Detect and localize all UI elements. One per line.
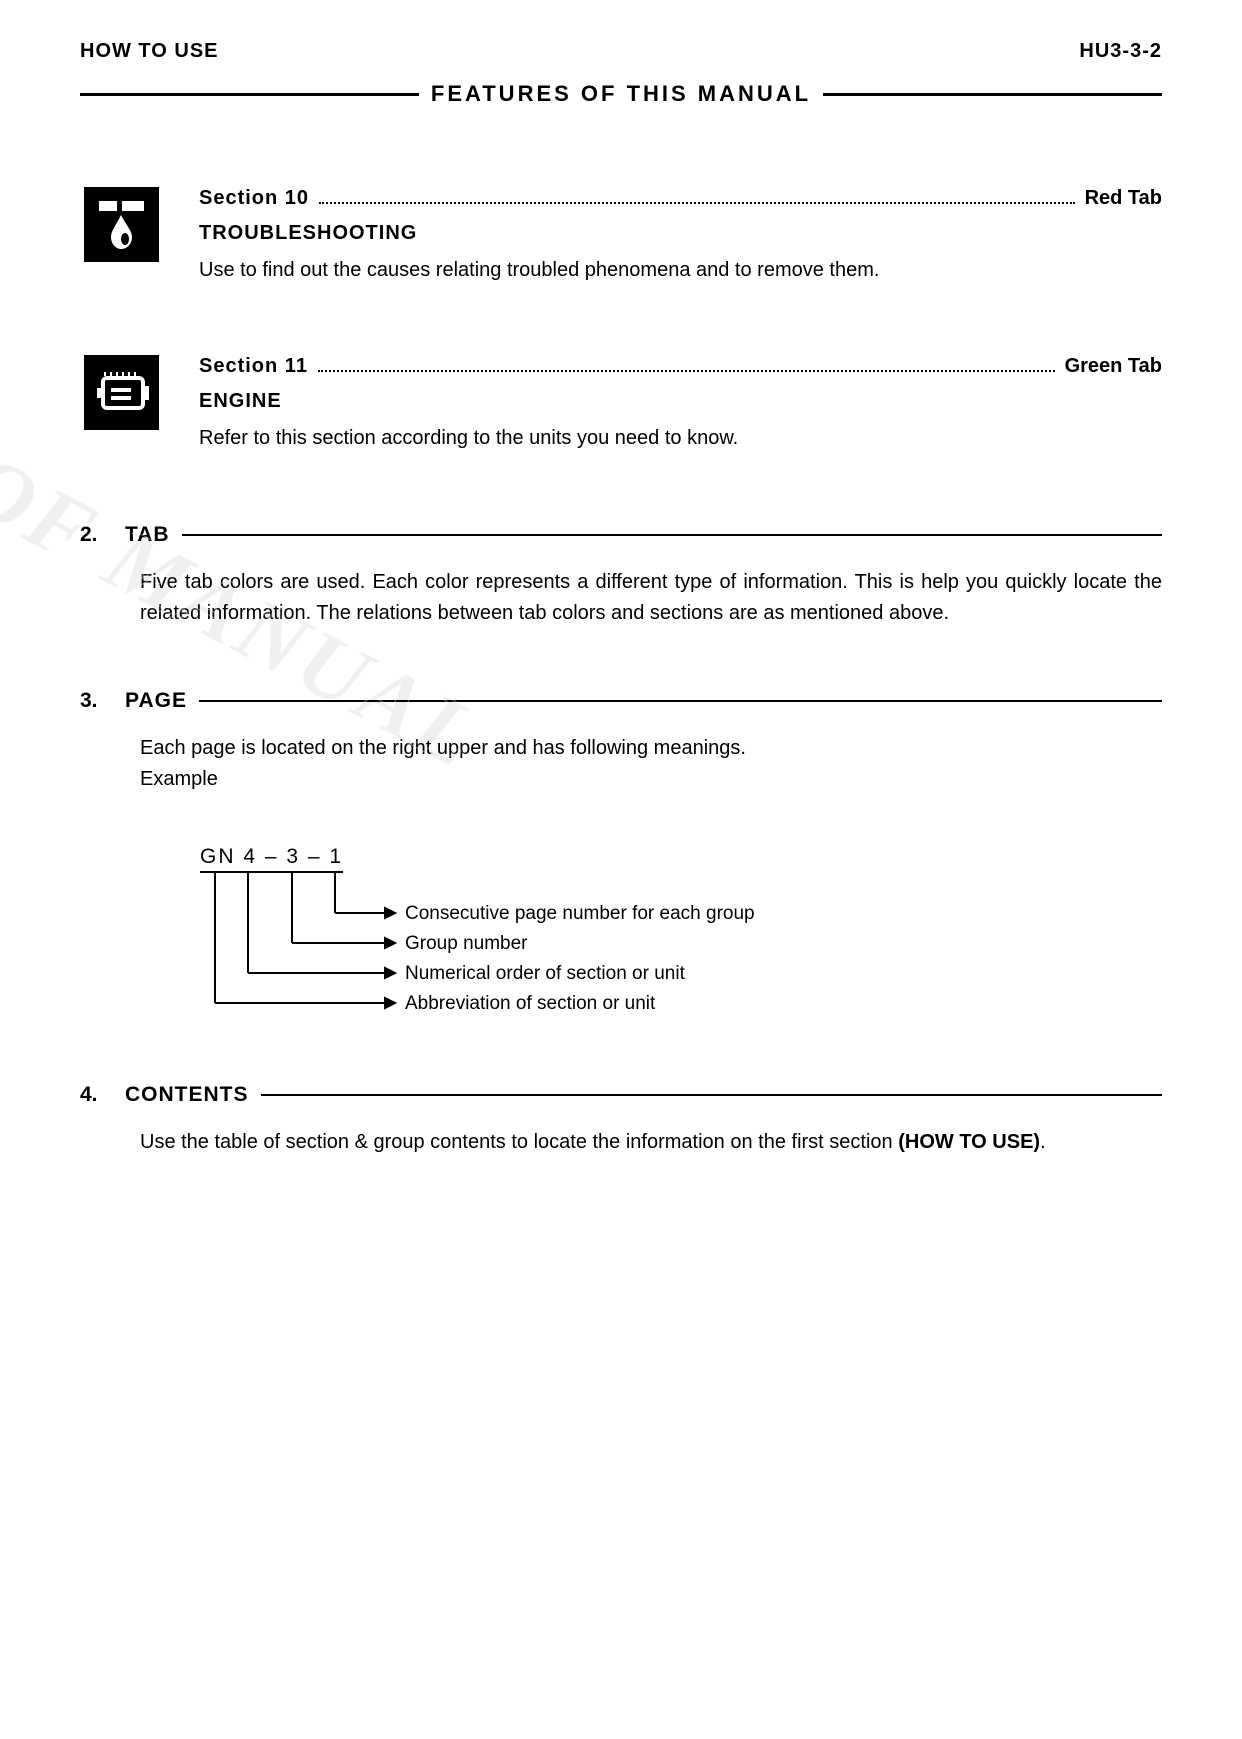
heading-rule xyxy=(182,534,1162,536)
heading-label: PAGE xyxy=(125,689,187,713)
page-code: GN 4 – 3 – 1 xyxy=(200,845,343,873)
section-block: Section 11 Green Tab ENGINE Refer to thi… xyxy=(80,355,1162,453)
banner-rule-left xyxy=(80,93,419,96)
page-code-diagram: GN 4 – 3 – 1 Consecutive page number for… xyxy=(200,845,1162,1023)
heading-number: 3. xyxy=(80,689,125,713)
section-title: TROUBLESHOOTING xyxy=(199,222,1162,245)
heading-tab: 2. TAB xyxy=(80,523,1162,547)
header-right: HU3-3-2 xyxy=(1079,40,1162,63)
leader-dots xyxy=(319,202,1075,204)
heading-rule xyxy=(199,700,1162,702)
banner-rule-right xyxy=(823,93,1162,96)
section-label: Section 11 xyxy=(199,355,308,378)
arrow-label: Group number xyxy=(405,933,528,954)
arrow-label: Numerical order of section or unit xyxy=(405,963,686,984)
banner-title: FEATURES OF THIS MANUAL xyxy=(419,81,823,107)
section-label: Section 10 xyxy=(199,187,309,210)
heading-page: 3. PAGE xyxy=(80,689,1162,713)
heading-rule xyxy=(261,1094,1163,1096)
heading-number: 2. xyxy=(80,523,125,547)
arrow-label: Abbreviation of section or unit xyxy=(405,993,656,1014)
section-block: Section 10 Red Tab TROUBLESHOOTING Use t… xyxy=(80,187,1162,285)
tab-label: Red Tab xyxy=(1085,187,1162,210)
leader-dots xyxy=(318,370,1055,372)
contents-body: Use the table of section & group content… xyxy=(140,1127,1162,1158)
header-left: HOW TO USE xyxy=(80,40,219,63)
bracket-diagram: Consecutive page number for each group G… xyxy=(200,873,820,1023)
page-header: HOW TO USE HU3-3-2 xyxy=(80,40,1162,63)
engine-icon xyxy=(84,355,159,430)
section-desc: Use to find out the causes relating trou… xyxy=(199,255,1162,285)
section-desc: Refer to this section according to the u… xyxy=(199,423,1162,453)
banner: FEATURES OF THIS MANUAL xyxy=(80,81,1162,107)
heading-label: TAB xyxy=(125,523,170,547)
page-body: Each page is located on the right upper … xyxy=(140,733,1162,795)
arrow-label: Consecutive page number for each group xyxy=(405,903,755,924)
section-title: ENGINE xyxy=(199,390,1162,413)
heading-label: CONTENTS xyxy=(125,1083,249,1107)
tab-body: Five tab colors are used. Each color rep… xyxy=(140,567,1162,629)
heading-number: 4. xyxy=(80,1083,125,1107)
oil-drop-icon xyxy=(84,187,159,262)
heading-contents: 4. CONTENTS xyxy=(80,1083,1162,1107)
tab-label: Green Tab xyxy=(1065,355,1162,378)
